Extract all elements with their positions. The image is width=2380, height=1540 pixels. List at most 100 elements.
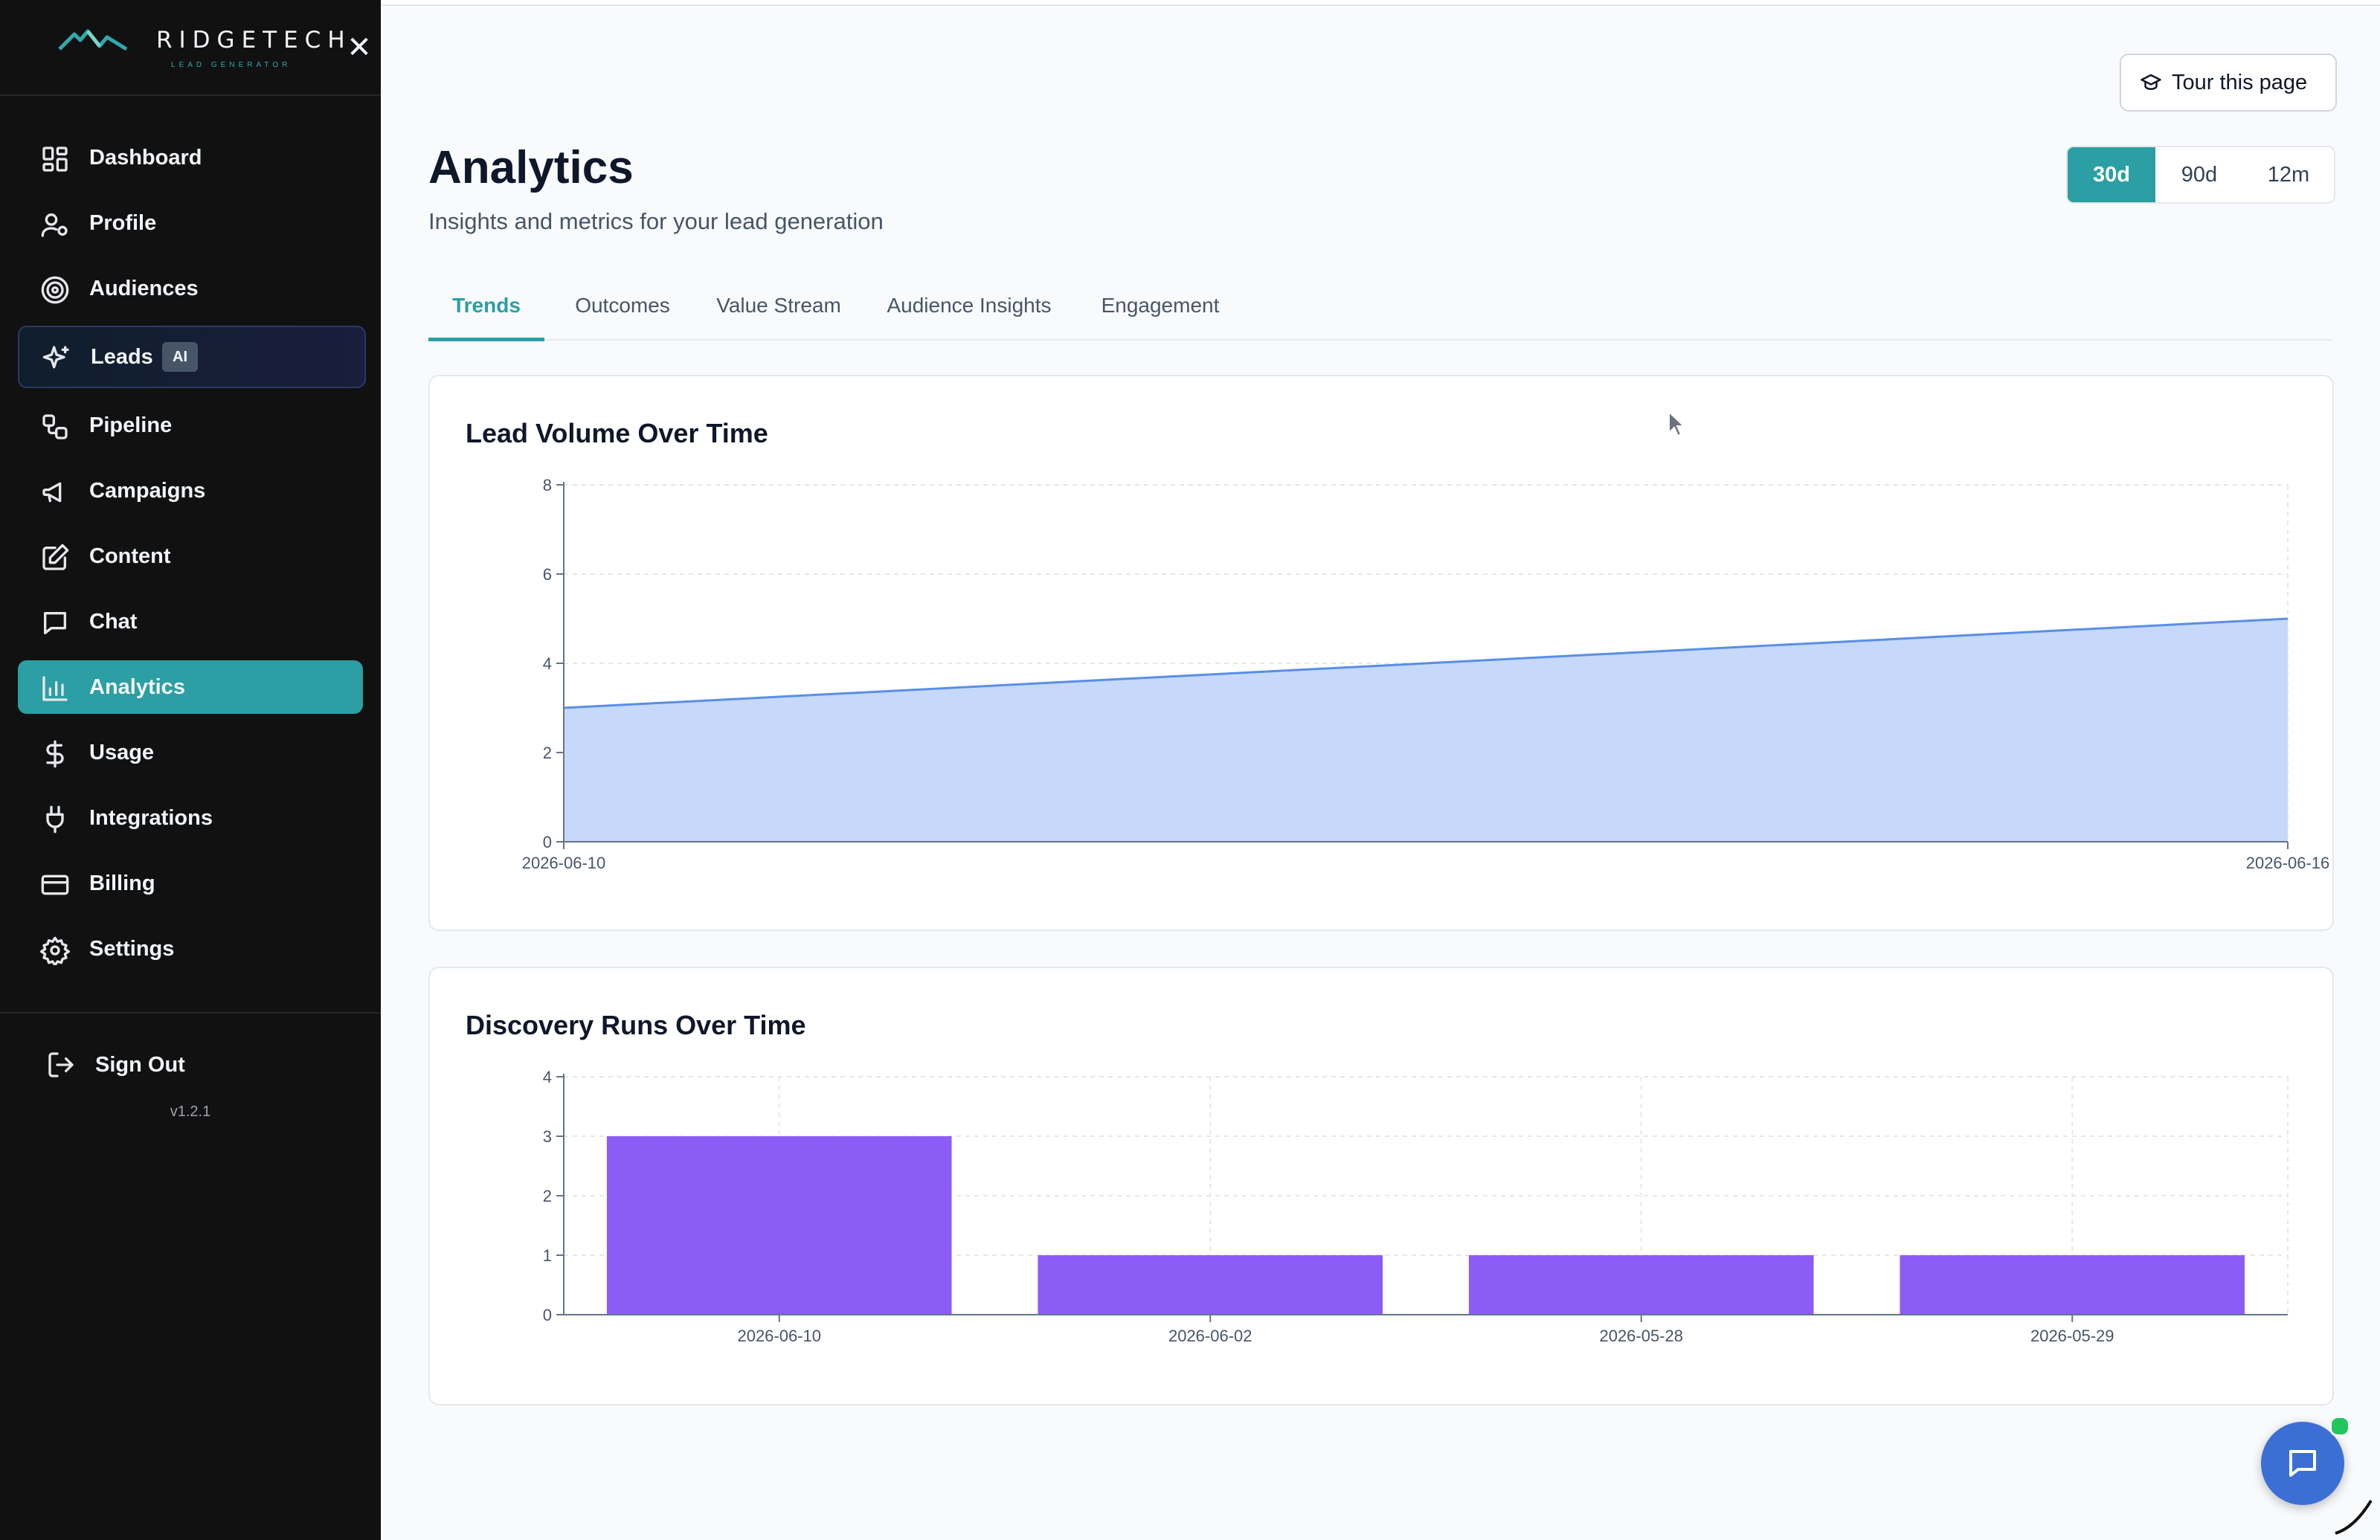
sidebar-item-chat[interactable]: Chat [18, 595, 363, 648]
y-tick-label: 0 [543, 833, 552, 851]
sidebar-item-usage[interactable]: Usage [18, 726, 363, 779]
sign-out-label: Sign Out [95, 1053, 185, 1077]
sidebar-divider [0, 1012, 381, 1014]
chat-icon [44, 612, 67, 634]
discovery-runs-card: Discovery Runs Over Time 0 1 2 3 4 2026-06-10… [428, 967, 2334, 1405]
megaphone-icon [42, 482, 62, 503]
y-tick-label: 4 [543, 654, 552, 673]
area-fill [564, 619, 2288, 842]
close-sidebar-button[interactable]: ✕ [341, 33, 378, 62]
sidebar-item-label: Usage [89, 741, 155, 764]
sidebar: RIDGETECH LEAD GENERATOR ✕ Dashboard Prof… [0, 0, 381, 1540]
discovery-runs-chart: 0 1 2 3 4 2026-06-10 2026-06-02 2026-05-28 2026-… [543, 1068, 2289, 1345]
brand-logo: RIDGETECH LEAD GENERATOR [58, 24, 345, 76]
page-title: Analytics [428, 142, 634, 193]
x-tick-label: 2026-05-29 [2030, 1327, 2114, 1345]
y-tick-label: 2 [543, 1187, 552, 1205]
lead-volume-card: Lead Volume Over Time 0 2 4 6 8 2026-06-10 202… [428, 375, 2334, 931]
y-tick-label: 0 [543, 1306, 552, 1324]
x-tick-label: 2026-06-02 [1168, 1327, 1252, 1345]
sidebar-item-label: Profile [89, 211, 157, 235]
sidebar-item-campaigns[interactable]: Campaigns [18, 464, 363, 518]
resize-handle-icon [2335, 1499, 2373, 1535]
sidebar-item-label: Billing [89, 872, 155, 895]
sidebar-item-leads[interactable]: Leads AI [18, 326, 366, 388]
x-tick-label: 2026-05-28 [1599, 1327, 1683, 1345]
x-tick-label: 2026-06-10 [737, 1327, 821, 1345]
y-tick-label: 3 [543, 1127, 552, 1146]
plug-icon [46, 805, 64, 834]
range-90d-button[interactable]: 90d [2181, 163, 2218, 187]
bar [1038, 1255, 1383, 1315]
sidebar-item-label: Analytics [89, 675, 185, 699]
x-tick-label: 2026-06-16 [2246, 854, 2330, 872]
time-range-selector: 30d 90d 12m [2066, 146, 2335, 204]
sidebar-item-label: Integrations [89, 806, 213, 830]
sidebar-item-label: Dashboard [89, 146, 202, 170]
dollar-icon [46, 740, 64, 768]
sidebar-item-profile[interactable]: Profile [18, 196, 363, 250]
brand-name: RIDGETECH [156, 27, 352, 54]
sidebar-item-audiences[interactable]: Audiences [18, 262, 363, 315]
range-12m-button[interactable]: 12m [2267, 163, 2310, 187]
x-tick-label: 2026-06-10 [522, 854, 606, 872]
credit-card-icon [41, 874, 69, 895]
ai-badge: AI [162, 342, 198, 372]
close-icon: ✕ [347, 31, 372, 64]
mountain-logo-icon [58, 29, 128, 51]
sidebar-item-analytics[interactable]: Analytics [18, 660, 363, 714]
lead-volume-chart: 0 2 4 6 8 2026-06-10 2026-06-16 [522, 476, 2330, 872]
tour-page-button[interactable]: Tour this page [2120, 54, 2337, 112]
y-tick-label: 8 [543, 476, 552, 494]
gear-icon [40, 936, 70, 965]
tab-value-stream[interactable]: Value Stream [716, 294, 841, 317]
tab-audience-insights[interactable]: Audience Insights [887, 294, 1052, 317]
sidebar-item-label: Pipeline [89, 413, 173, 437]
bar-chart-icon [42, 676, 68, 701]
bar [1900, 1255, 2245, 1315]
sidebar-item-label: Settings [89, 937, 175, 961]
tab-engagement[interactable]: Engagement [1101, 294, 1220, 317]
workflow-icon [42, 414, 68, 439]
tab-trends[interactable]: Trends [428, 281, 544, 341]
sidebar-item-pipeline[interactable]: Pipeline [18, 399, 363, 452]
sidebar-item-settings[interactable]: Settings [18, 922, 363, 976]
discovery-runs-title: Discovery Runs Over Time [466, 1010, 806, 1040]
range-30d-button[interactable]: 30d [2068, 147, 2155, 202]
graduation-cap-icon [2141, 74, 2161, 90]
edit-icon [42, 544, 69, 570]
sidebar-item-content[interactable]: Content [18, 529, 363, 583]
tour-page-label: Tour this page [2172, 71, 2308, 94]
y-tick-label: 4 [543, 1068, 552, 1086]
lead-volume-title: Lead Volume Over Time [466, 418, 768, 448]
sidebar-item-integrations[interactable]: Integrations [18, 791, 363, 845]
page-subtitle: Insights and metrics for your lead gener… [428, 208, 884, 234]
analytics-tabs: Trends Outcomes Value Stream Audience In… [428, 281, 2332, 341]
logout-icon [48, 1052, 74, 1077]
bar [1468, 1255, 1814, 1315]
area-line [563, 617, 2289, 709]
y-tick-label: 1 [543, 1246, 552, 1265]
bar [606, 1136, 952, 1315]
online-status-dot [2329, 1416, 2350, 1437]
mouse-cursor-icon [1668, 410, 1686, 437]
tab-outcomes[interactable]: Outcomes [575, 294, 670, 317]
sidebar-item-billing[interactable]: Billing [18, 857, 363, 910]
sidebar-item-label: Audiences [89, 277, 199, 300]
app-version: v1.2.1 [170, 1104, 211, 1120]
brand-tagline: LEAD GENERATOR [171, 61, 292, 69]
sidebar-item-label: Leads [91, 345, 153, 369]
sidebar-item-label: Content [89, 544, 171, 568]
sidebar-item-label: Chat [89, 610, 138, 634]
sidebar-item-dashboard[interactable]: Dashboard [18, 131, 363, 184]
user-settings-icon [41, 213, 68, 237]
top-bar [381, 0, 2380, 6]
chat-widget-button[interactable] [2261, 1422, 2344, 1505]
y-tick-label: 2 [543, 744, 552, 762]
sparkles-icon [42, 346, 69, 369]
dashboard-icon [42, 146, 68, 172]
chat-bubble-icon [2289, 1450, 2316, 1477]
sidebar-divider [0, 94, 381, 96]
sign-out-button[interactable]: Sign Out [24, 1038, 351, 1092]
target-icon [41, 276, 69, 304]
